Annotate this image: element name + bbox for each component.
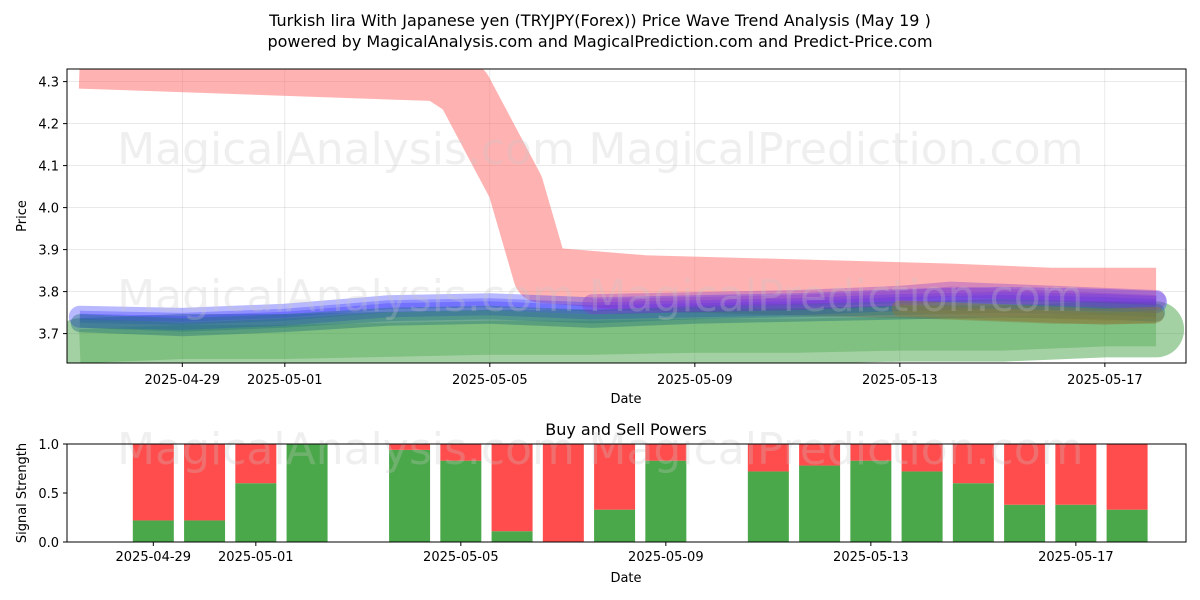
price-xtick-label: 2025-05-05	[452, 373, 528, 388]
price-waves	[67, 69, 1185, 363]
price-xtick-label: 2025-04-29	[145, 373, 221, 388]
olive-wave-band	[899, 304, 1157, 321]
signal-ytick-label: 1.0	[38, 438, 59, 453]
price-ytick-label: 3.7	[38, 328, 59, 343]
signal-ytick-label: 0.0	[38, 536, 59, 551]
buy-bar	[235, 483, 277, 542]
lower-wave-band	[79, 312, 1157, 363]
olive-wave-band	[891, 300, 1165, 325]
buy-bar	[286, 444, 328, 542]
price-ytick-label: 4.2	[38, 118, 59, 133]
watermark-analysis-2: MagicalAnalysis.com	[117, 271, 575, 322]
signal-y-label: Signal Strength	[15, 443, 30, 543]
sell-bar	[389, 444, 431, 450]
watermark-prediction-2: MagicalPrediction.com	[589, 271, 1084, 322]
buy-bar	[850, 460, 892, 542]
buy-bar	[132, 520, 174, 542]
price-axis-ticks: 2025-04-29 2025-05-01 2025-05-05 2025-05-09…	[38, 76, 1142, 388]
teal-wave-band	[79, 303, 1157, 332]
buy-bar	[491, 531, 533, 542]
blue-wave-band	[79, 294, 1157, 322]
sell-bar	[184, 444, 226, 521]
buy-bar	[1106, 509, 1148, 542]
price-x-label: Date	[610, 392, 641, 407]
sell-bar	[799, 444, 841, 466]
sell-bar	[594, 444, 636, 510]
signal-bars	[132, 444, 1148, 542]
buy-bar	[952, 483, 994, 542]
lower-wave-band	[67, 301, 1185, 363]
watermark-prediction-3: MagicalPrediction.com	[589, 424, 1084, 475]
price-grid	[67, 69, 1186, 363]
sell-bar	[747, 444, 789, 472]
sell-bar	[952, 444, 994, 484]
sell-bar	[1106, 444, 1148, 510]
teal-wave-band	[70, 299, 1166, 337]
signal-xtick-label: 2025-05-09	[628, 550, 704, 565]
buy-bar	[799, 465, 841, 542]
purple-wave-band	[582, 281, 1167, 315]
watermark-analysis-3: MagicalAnalysis.com	[117, 424, 575, 475]
sell-bar	[542, 444, 584, 542]
sell-bar	[645, 444, 687, 461]
blue-wave-band	[79, 291, 1157, 325]
signal-xtick-label: 2025-05-13	[833, 550, 909, 565]
signal-axis-ticks: 2025-04-29 2025-05-01 2025-05-05 2025-05-09…	[38, 438, 1113, 565]
price-ytick-label: 4.0	[38, 202, 59, 217]
signal-watermarks: MagicalAnalysis.com MagicalPrediction.co…	[117, 424, 1083, 475]
price-plot-frame	[66, 68, 1187, 364]
purple-wave-band	[592, 286, 1157, 310]
price-ytick-label: 4.3	[38, 76, 59, 91]
signal-ytick-label: 0.5	[38, 487, 59, 502]
sell-bar	[440, 444, 482, 461]
price-xtick-label: 2025-05-17	[1067, 373, 1143, 388]
buy-bar	[1055, 504, 1097, 542]
price-ytick-label: 4.1	[38, 160, 59, 175]
buy-bar	[747, 471, 789, 542]
sell-bar	[491, 444, 533, 532]
signal-x-label: Date	[610, 571, 641, 586]
signal-xtick-label: 2025-04-29	[116, 550, 192, 565]
sell-bar	[901, 444, 943, 472]
buy-bar	[594, 509, 636, 542]
buy-bar	[389, 449, 431, 542]
chart-title: Turkish lira With Japanese yen (TRYJPY(F…	[268, 11, 931, 30]
price-xtick-label: 2025-05-01	[247, 373, 323, 388]
price-ytick-label: 3.9	[38, 244, 59, 259]
buy-bar	[1004, 504, 1046, 542]
signal-xtick-label: 2025-05-05	[423, 550, 499, 565]
price-watermarks: MagicalAnalysis.com MagicalPrediction.co…	[117, 124, 1083, 322]
sell-bar	[235, 444, 277, 484]
sell-bar	[1055, 444, 1097, 505]
blue-wave-band	[68, 286, 1168, 330]
sell-bar	[850, 444, 892, 461]
price-ytick-label: 3.8	[38, 286, 59, 301]
signal-xtick-label: 2025-05-01	[218, 550, 294, 565]
price-y-label: Price	[15, 200, 30, 232]
buy-bar	[184, 520, 226, 542]
watermark-prediction: MagicalPrediction.com	[589, 124, 1084, 175]
chart-subtitle: powered by MagicalAnalysis.com and Magic…	[267, 32, 932, 51]
buy-bar	[440, 460, 482, 542]
sell-bar	[1004, 444, 1046, 505]
upper-wave-band	[78, 69, 1157, 324]
watermark-analysis: MagicalAnalysis.com	[117, 124, 575, 175]
buy-bar	[901, 471, 943, 542]
buy-bar	[645, 460, 687, 542]
bar-chart-title: Buy and Sell Powers	[545, 420, 707, 439]
price-xtick-label: 2025-05-13	[862, 373, 938, 388]
signal-xtick-label: 2025-05-17	[1038, 550, 1114, 565]
price-xtick-label: 2025-05-09	[657, 373, 733, 388]
sell-bar	[132, 444, 174, 521]
